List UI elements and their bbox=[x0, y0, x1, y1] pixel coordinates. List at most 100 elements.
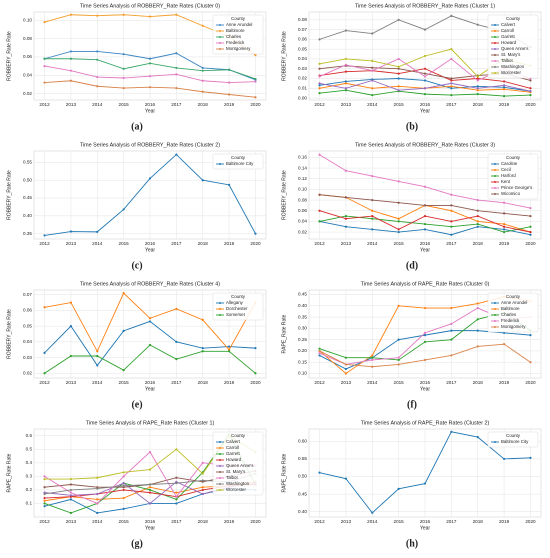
data-point bbox=[371, 94, 374, 97]
x-tick-label: 2019 bbox=[499, 102, 510, 107]
data-point bbox=[43, 64, 46, 68]
legend-label: Worcester bbox=[226, 487, 246, 492]
data-point bbox=[122, 369, 125, 372]
data-point bbox=[175, 476, 178, 479]
data-point bbox=[201, 69, 204, 72]
data-point bbox=[122, 496, 125, 500]
data-point bbox=[318, 220, 321, 223]
data-point bbox=[476, 23, 479, 26]
data-point bbox=[344, 80, 348, 83]
data-point bbox=[397, 228, 400, 231]
data-point bbox=[227, 68, 231, 71]
x-tick-label: 2015 bbox=[394, 380, 405, 385]
y-tick-label: 0.35 bbox=[23, 231, 32, 236]
legend-marker bbox=[219, 48, 221, 50]
data-point bbox=[318, 38, 321, 41]
data-point bbox=[318, 153, 321, 156]
legend-marker bbox=[494, 60, 496, 62]
legend-label: Somerset bbox=[226, 312, 246, 317]
legend-marker bbox=[219, 314, 221, 316]
legend-title: County bbox=[506, 16, 521, 21]
x-tick-label: 2012 bbox=[39, 519, 50, 524]
data-point bbox=[43, 372, 46, 375]
x-tick-label: 2016 bbox=[145, 380, 156, 385]
legend-label: Montgomery bbox=[501, 324, 526, 329]
data-point bbox=[476, 345, 479, 348]
data-point bbox=[476, 225, 479, 228]
data-point bbox=[502, 86, 506, 89]
chart-title: Time Series Analysis of RAPE_Rate Rates … bbox=[361, 281, 490, 287]
data-point bbox=[397, 230, 400, 234]
data-point bbox=[96, 502, 99, 505]
legend-marker bbox=[219, 459, 221, 461]
data-point bbox=[148, 86, 152, 89]
x-tick-label: 2013 bbox=[341, 519, 352, 524]
x-tick-label: 2016 bbox=[420, 519, 431, 524]
x-tick-label: 2018 bbox=[198, 519, 209, 524]
legend-title: County bbox=[231, 433, 246, 438]
data-point bbox=[175, 153, 178, 156]
data-point bbox=[397, 18, 400, 21]
data-point bbox=[43, 492, 46, 496]
legend-marker bbox=[494, 320, 496, 322]
x-tick-label: 2017 bbox=[446, 102, 457, 107]
data-point bbox=[450, 79, 453, 82]
legend-label: Frederick bbox=[226, 40, 245, 45]
data-point bbox=[344, 29, 348, 32]
legend-marker bbox=[219, 163, 221, 165]
data-point bbox=[423, 331, 427, 334]
data-point bbox=[318, 471, 321, 474]
legend-label: Talbot bbox=[226, 475, 238, 480]
legend-box bbox=[212, 14, 264, 55]
data-point bbox=[148, 486, 152, 489]
data-point bbox=[175, 482, 178, 485]
data-point bbox=[201, 66, 204, 70]
data-point bbox=[397, 220, 400, 223]
data-point bbox=[529, 94, 532, 97]
data-point bbox=[43, 351, 46, 354]
y-axis-label: RAPE_Rate Rate bbox=[281, 453, 287, 492]
y-axis-label: ROBBERY_Rate Rate bbox=[281, 31, 287, 81]
data-point bbox=[423, 93, 427, 96]
x-tick-label: 2013 bbox=[66, 241, 77, 246]
data-point bbox=[502, 88, 506, 91]
y-axis-label: RAPE_Rate Rate bbox=[281, 314, 287, 353]
data-point bbox=[69, 325, 73, 328]
legend-label: Garrett bbox=[226, 451, 240, 456]
y-tick-label: 0.06 bbox=[23, 54, 32, 59]
data-point bbox=[122, 67, 125, 70]
x-tick-label: 2014 bbox=[367, 102, 378, 107]
data-point bbox=[148, 320, 152, 323]
caption: (a) bbox=[131, 121, 143, 132]
data-point bbox=[69, 79, 73, 82]
data-point bbox=[96, 498, 99, 501]
data-point bbox=[529, 79, 532, 82]
data-point bbox=[476, 329, 479, 332]
data-point bbox=[502, 331, 506, 334]
data-point bbox=[344, 225, 348, 228]
data-point bbox=[318, 347, 321, 350]
legend-marker bbox=[494, 187, 496, 189]
legend-title: County bbox=[506, 433, 521, 438]
y-tick-label: 0.4 bbox=[26, 460, 33, 465]
y-tick-label: 0.04 bbox=[298, 56, 307, 61]
data-point bbox=[96, 75, 99, 79]
data-point bbox=[175, 66, 178, 70]
data-point bbox=[529, 233, 532, 236]
caption: (b) bbox=[406, 121, 418, 132]
legend-label: Howard bbox=[226, 457, 242, 462]
data-point bbox=[423, 75, 427, 78]
legend-marker bbox=[494, 193, 496, 195]
data-point bbox=[371, 354, 374, 357]
legend-marker bbox=[219, 30, 221, 32]
legend-label: Queen Anne's bbox=[226, 463, 254, 468]
data-point bbox=[69, 13, 73, 16]
data-point bbox=[175, 340, 178, 343]
y-tick-label: 0.45 bbox=[298, 491, 307, 496]
data-point bbox=[69, 50, 73, 53]
data-point bbox=[175, 491, 178, 494]
y-tick-label: 0.02 bbox=[23, 91, 32, 96]
data-point bbox=[371, 79, 374, 82]
legend-label: Calvert bbox=[501, 22, 516, 27]
data-point bbox=[423, 28, 427, 31]
